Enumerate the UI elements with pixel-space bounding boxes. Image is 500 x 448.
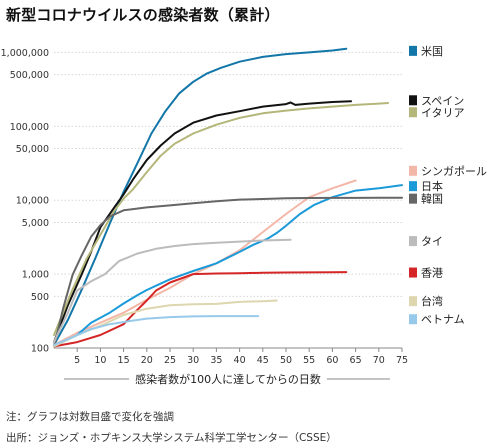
legend-label: 米国	[421, 45, 443, 58]
legend-swatch	[409, 314, 417, 325]
legend-swatch	[409, 236, 417, 247]
x-tick-label: 50	[280, 355, 292, 366]
legend-swatch	[409, 107, 417, 118]
legend-swatch	[409, 193, 417, 204]
legend-swatch	[409, 267, 417, 278]
series-line	[53, 196, 403, 348]
x-tick-label: 15	[118, 355, 130, 366]
legend-label: 香港	[421, 267, 443, 280]
x-axis-ticks: 5 10 15 20 25 30 35 40 45 50 55 60 65 70 75	[74, 348, 408, 366]
legend-swatch	[409, 296, 417, 307]
y-axis-ticks: 100 500 1,000 5,000 10,000 50,000 100,000 500,0…	[1, 48, 49, 355]
series-line	[53, 100, 352, 344]
legend-label: シンガポール	[421, 165, 487, 178]
x-tick-label: 20	[141, 355, 153, 366]
legend-swatch	[409, 45, 417, 56]
legend-swatch	[409, 95, 417, 106]
y-tick-label: 500	[31, 292, 49, 303]
y-tick-label: 50,000	[16, 144, 49, 155]
series-line	[53, 271, 348, 348]
series-line	[53, 102, 390, 336]
legend-label: イタリア	[421, 106, 465, 119]
x-tick-label: 45	[257, 355, 269, 366]
series-line	[53, 184, 403, 348]
x-tick-label: 65	[350, 355, 362, 366]
legend-label: 韓国	[421, 193, 443, 206]
y-tick-label: 5,000	[22, 218, 49, 229]
x-axis-title-group: 感染者数が100人に達してからの日数	[64, 372, 390, 386]
gridlines	[54, 51, 402, 349]
chart-note: 注：グラフは対数目盛で変化を強調	[6, 411, 174, 423]
series-lines	[53, 47, 403, 348]
series-line	[53, 315, 260, 346]
x-tick-label: 75	[396, 355, 408, 366]
x-tick-label: 55	[303, 355, 315, 366]
legend-label: スペイン	[421, 94, 464, 107]
x-axis-title: 感染者数が100人に達してからの日数	[135, 372, 321, 386]
legend-label: 日本	[421, 179, 443, 193]
x-tick-label: 25	[164, 355, 176, 366]
series-line	[53, 238, 292, 344]
x-tick-label: 10	[94, 355, 106, 366]
x-tick-label: 70	[373, 355, 385, 366]
chart-title: 新型コロナウイルスの感染者数（累計）	[6, 6, 280, 24]
y-tick-label: 100,000	[10, 122, 49, 133]
series-line	[53, 47, 348, 346]
x-tick-label: 40	[234, 355, 246, 366]
legend-label: ベトナム	[421, 313, 465, 326]
y-tick-label: 100	[31, 344, 49, 355]
legend-label: タイ	[421, 235, 443, 248]
x-tick-label: 60	[326, 355, 338, 366]
legend-swatch	[409, 165, 417, 176]
series-line	[53, 179, 357, 346]
chart-source: 出所：ジョンズ・ホプキンス大学システム科学工学センター（CSSE）	[6, 432, 337, 444]
y-tick-label: 1,000	[22, 270, 49, 281]
legend-label: 台湾	[421, 294, 443, 308]
y-tick-label: 1,000,000	[1, 48, 49, 59]
x-tick-label: 5	[74, 355, 80, 366]
y-tick-label: 500,000	[10, 70, 49, 81]
legend-swatch	[409, 181, 417, 192]
x-tick-label: 30	[187, 355, 199, 366]
x-tick-label: 35	[210, 355, 222, 366]
y-tick-label: 10,000	[16, 196, 49, 207]
